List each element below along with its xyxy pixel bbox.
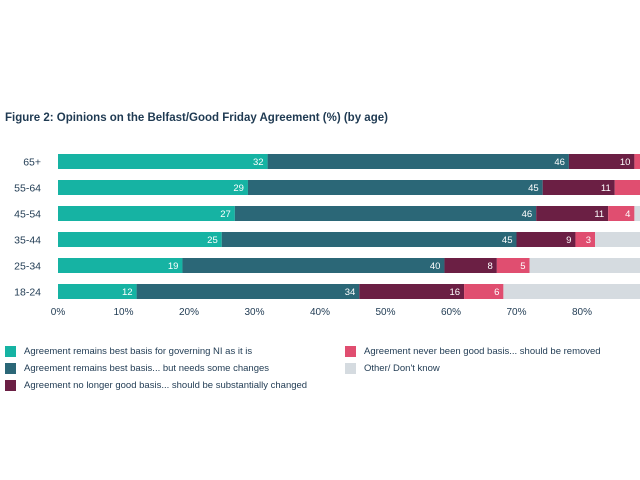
data-label: 11 bbox=[594, 209, 604, 220]
legend-item-5: Other/ Don't know bbox=[345, 363, 440, 374]
legend-item-3: Agreement no longer good basis... should… bbox=[5, 380, 307, 391]
x-tick-label: 80% bbox=[572, 307, 592, 318]
bar-segment bbox=[58, 232, 222, 247]
legend-label-4: Agreement never been good basis... shoul… bbox=[364, 346, 601, 357]
bar-segment bbox=[58, 180, 248, 195]
legend-label-5: Other/ Don't know bbox=[364, 363, 440, 374]
category-label: 45-54 bbox=[14, 209, 41, 221]
data-label: 34 bbox=[345, 287, 356, 298]
category-label: 55-64 bbox=[14, 183, 41, 195]
bar-segment bbox=[496, 258, 530, 273]
x-tick-label: 30% bbox=[244, 307, 264, 318]
bar-segment bbox=[503, 284, 640, 299]
bar-segment bbox=[529, 258, 640, 273]
data-label: 5 bbox=[520, 261, 525, 272]
data-label: 4 bbox=[625, 209, 630, 220]
bar-segment bbox=[58, 258, 183, 273]
bar-segment bbox=[575, 232, 596, 247]
data-label: 16 bbox=[450, 287, 461, 298]
bar-segment bbox=[58, 284, 137, 299]
x-tick-label: 40% bbox=[310, 307, 330, 318]
data-label: 11 bbox=[601, 183, 611, 194]
data-label: 32 bbox=[253, 157, 264, 168]
bar-segment bbox=[595, 232, 640, 247]
bar-segment bbox=[634, 206, 640, 221]
data-label: 3 bbox=[586, 235, 591, 246]
legend-swatch-5 bbox=[345, 363, 356, 374]
legend-swatch-4 bbox=[345, 346, 356, 357]
bar-segment bbox=[542, 180, 615, 195]
legend-label-1: Agreement remains best basis for governi… bbox=[24, 346, 253, 357]
bar-segment bbox=[359, 284, 465, 299]
x-tick-label: 50% bbox=[375, 307, 395, 318]
data-label: 40 bbox=[430, 261, 441, 272]
legend-label-3: Agreement no longer good basis... should… bbox=[24, 380, 308, 391]
data-label: 29 bbox=[233, 183, 244, 194]
bar-segment bbox=[608, 206, 635, 221]
bar-segment bbox=[234, 206, 537, 221]
data-label: 27 bbox=[220, 209, 231, 220]
data-label: 8 bbox=[488, 261, 493, 272]
data-label: 45 bbox=[528, 183, 539, 194]
bar-segment bbox=[536, 206, 609, 221]
data-label: 6 bbox=[494, 287, 499, 298]
data-label: 25 bbox=[207, 235, 218, 246]
data-label: 12 bbox=[122, 287, 133, 298]
category-label: 18-24 bbox=[14, 287, 41, 299]
x-tick-label: 20% bbox=[179, 307, 199, 318]
legend-item-4: Agreement never been good basis... shoul… bbox=[345, 346, 601, 357]
bar-segment bbox=[634, 154, 640, 169]
bar-segment bbox=[516, 232, 576, 247]
legend-label-2: Agreement remains best basis... but need… bbox=[24, 363, 270, 374]
bar-segment bbox=[221, 232, 517, 247]
bar-segment bbox=[464, 284, 504, 299]
bar-segment bbox=[182, 258, 445, 273]
bar-segment bbox=[58, 206, 235, 221]
bar-segment bbox=[267, 154, 569, 169]
stacked-bar-chart: 65+ 32 46 10 55-64 29 45 11 6 45-54 27 46 11 4 35-44 25… bbox=[14, 154, 640, 318]
bar-segment bbox=[58, 154, 268, 169]
x-tick-label: 10% bbox=[113, 307, 133, 318]
data-label: 9 bbox=[566, 235, 571, 246]
data-label: 19 bbox=[168, 261, 179, 272]
legend-swatch-1 bbox=[5, 346, 16, 357]
legend-item-1: Agreement remains best basis for governi… bbox=[5, 346, 252, 357]
x-tick-label: 0% bbox=[51, 307, 66, 318]
legend-swatch-2 bbox=[5, 363, 16, 374]
data-label: 45 bbox=[502, 235, 513, 246]
data-label: 46 bbox=[522, 209, 533, 220]
data-label: 10 bbox=[620, 157, 631, 168]
bar-segment bbox=[614, 180, 640, 195]
chart-title: Figure 2: Opinions on the Belfast/Good F… bbox=[5, 112, 388, 124]
category-label: 35-44 bbox=[14, 235, 41, 247]
category-label: 25-34 bbox=[14, 261, 41, 273]
x-tick-label: 70% bbox=[506, 307, 526, 318]
data-label: 46 bbox=[554, 157, 565, 168]
bar-segment bbox=[247, 180, 543, 195]
x-tick-label: 60% bbox=[441, 307, 461, 318]
bar-segment bbox=[444, 258, 497, 273]
bar-segment bbox=[136, 284, 360, 299]
category-label: 65+ bbox=[23, 157, 41, 169]
legend-swatch-3 bbox=[5, 380, 16, 391]
legend-item-2: Agreement remains best basis... but need… bbox=[5, 363, 269, 374]
bar-segment bbox=[568, 154, 635, 169]
